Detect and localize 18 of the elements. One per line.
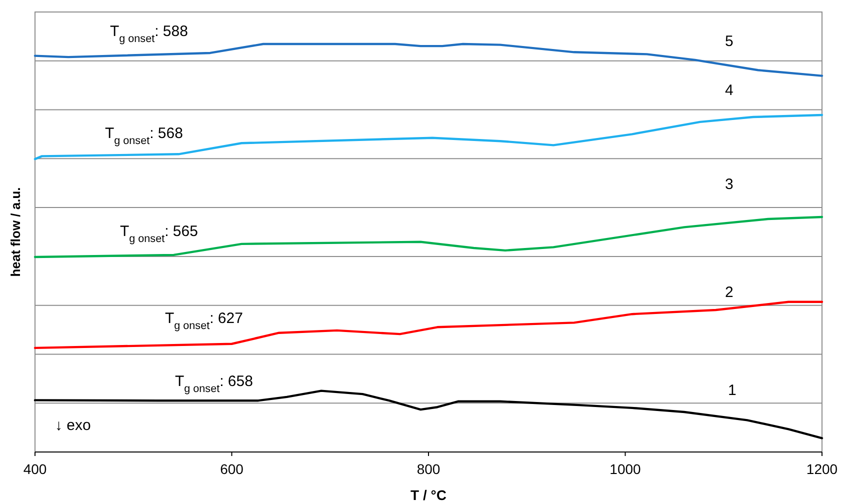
series-label: 4	[725, 82, 734, 99]
annotation: T$_{g onset}$: 658	[175, 373, 253, 395]
y-axis-title: heat flow / a.u.	[8, 187, 23, 277]
x-tick-label: 1000	[610, 461, 642, 477]
annotation: ↓ exo	[55, 417, 91, 434]
annotation: T$_{g onset}$: 568	[105, 125, 183, 147]
series-label: 1	[728, 382, 736, 399]
x-tick-label: 1200	[806, 461, 838, 477]
x-tick-label: 600	[220, 461, 244, 477]
series-label: 5	[725, 33, 734, 50]
x-tick-label: 400	[23, 461, 47, 477]
annotation: T$_{g onset}$: 588	[110, 23, 188, 45]
series-label: 3	[725, 176, 734, 193]
x-axis-title: T / °C	[410, 487, 446, 503]
annotation: T$_{g onset}$: 627	[165, 310, 243, 332]
series-label: 2	[725, 284, 734, 301]
annotation: T$_{g onset}$: 565	[120, 223, 198, 245]
x-tick-label: 800	[416, 461, 440, 477]
